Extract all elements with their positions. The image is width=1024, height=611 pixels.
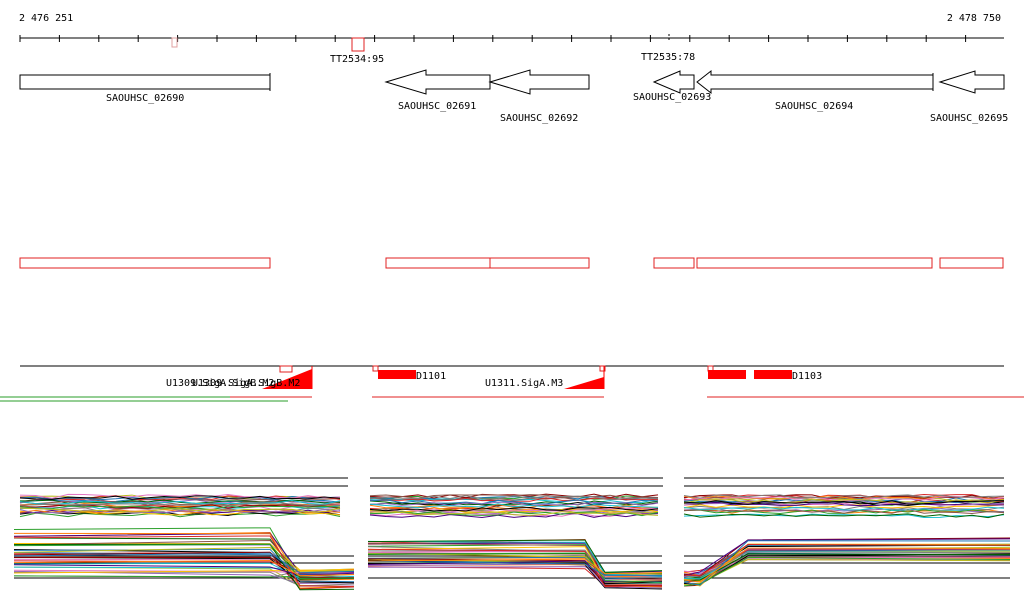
- expression-profile-line: [683, 513, 1005, 519]
- expression-profile-line: [19, 499, 341, 505]
- expression-profile-line: [683, 540, 1011, 586]
- expression-profile-panels: [13, 477, 1011, 591]
- expression-profile-line: [13, 543, 355, 579]
- gene-label: SAOUHSC_02693: [633, 92, 711, 103]
- expression-profile-line: [367, 560, 663, 576]
- unit-label-overlap: U1309.SigA.SigB.M2: [192, 378, 300, 389]
- expression-profile-line: [683, 500, 1005, 505]
- unit-marker: [599, 365, 606, 372]
- expression-profile-line: [19, 505, 341, 511]
- expression-profile-line: [683, 494, 1005, 499]
- terminator-track: TT2534:95 TT2535:78: [330, 34, 695, 65]
- gene-label: SAOUHSC_02690: [106, 93, 184, 104]
- expression-profile-line: [367, 558, 663, 575]
- gene-label: SAOUHSC_02692: [500, 113, 578, 124]
- gene-label: SAOUHSC_02691: [398, 101, 476, 112]
- ruler-marker: [171, 37, 178, 48]
- region-box[interactable]: [19, 257, 271, 269]
- expression-profile-line: [683, 506, 1005, 511]
- expression-profile-line: [683, 557, 1011, 587]
- expression-profile-line: [369, 501, 659, 507]
- expression-profile-line: [683, 509, 1005, 514]
- expression-profile-line: [367, 563, 663, 589]
- expression-profile-line: [683, 497, 1005, 503]
- terminator-label-tt2534: TT2534:95: [330, 54, 384, 65]
- unit-block[interactable]: [708, 370, 746, 379]
- unit-label-d1101: D1101: [416, 371, 446, 382]
- gene-arrow-saouhsc-02695[interactable]: [938, 70, 1005, 94]
- expression-profile-line: [369, 495, 659, 501]
- expression-profile-line: [369, 504, 659, 509]
- region-track: [19, 257, 1004, 269]
- terminator-label-tt2535: TT2535:78: [641, 52, 695, 63]
- expression-profile-line: [369, 506, 659, 512]
- unit-marker: [372, 365, 379, 372]
- unit-label-u1309: U1309.SigA.SigB.M2: [166, 378, 274, 389]
- expression-profile-line: [683, 547, 1011, 583]
- expression-profile-line: [369, 495, 659, 500]
- expression-profile-line: [13, 539, 355, 578]
- region-box[interactable]: [939, 257, 1004, 269]
- expression-profile-line: [683, 558, 1011, 574]
- gene-arrow-saouhsc-02692[interactable]: [488, 69, 590, 95]
- unit-wedge[interactable]: [564, 377, 604, 389]
- expression-profile-line: [683, 494, 1005, 499]
- expression-profile-line: [367, 539, 663, 573]
- expression-profile-line: [13, 546, 355, 572]
- expression-profile-line: [19, 493, 341, 499]
- region-box[interactable]: [653, 257, 695, 269]
- gene-arrow-saouhsc-02691[interactable]: [384, 69, 491, 95]
- unit-marker: [279, 365, 293, 373]
- gene-arrow-saouhsc-02694[interactable]: [696, 69, 934, 95]
- ruler-ticks: [19, 35, 967, 42]
- expression-profile-line: [367, 548, 663, 588]
- expression-profile-line: [19, 503, 341, 507]
- expression-profile-line: [13, 559, 355, 577]
- expression-profile-line: [19, 512, 341, 518]
- expression-profile-line: [683, 501, 1005, 507]
- gene-arrow-saouhsc-02693[interactable]: [652, 70, 695, 94]
- expression-profile-line: [19, 495, 341, 500]
- expression-profile-line: [13, 556, 355, 579]
- gene-track: SAOUHSC_02690 SAOUHSC_02691 SAOUHSC_0269…: [19, 69, 1008, 124]
- expression-profile-line: [683, 544, 1011, 577]
- coordinate-ruler: [19, 35, 1004, 48]
- expression-profile-line: [683, 553, 1011, 581]
- end-coordinate-label: 2 478 750: [946, 13, 1001, 24]
- unit-block-d1103[interactable]: [754, 370, 792, 379]
- region-box[interactable]: [489, 257, 590, 269]
- expression-profile-line: [369, 511, 659, 516]
- expression-profile-line: [369, 507, 659, 513]
- gene-arrow-saouhsc-02690[interactable]: [19, 73, 271, 91]
- terminator-marker: [351, 37, 365, 52]
- gene-label: SAOUHSC_02694: [775, 101, 853, 112]
- region-box[interactable]: [385, 257, 491, 269]
- gene-label: SAOUHSC_02695: [930, 113, 1008, 124]
- expression-profile-line: [369, 511, 659, 517]
- expression-profile-line: [683, 538, 1011, 577]
- unit-wedge[interactable]: [262, 369, 312, 389]
- unit-block-d1101[interactable]: [378, 370, 416, 379]
- unit-label-d1103: D1103: [792, 371, 822, 382]
- expression-profile-line: [19, 509, 341, 514]
- expression-profile-line: [13, 569, 355, 574]
- expression-profile-line: [13, 564, 355, 576]
- expression-profile-line: [369, 503, 659, 509]
- expression-profile-line: [367, 552, 663, 575]
- unit-label-u1311: U1311.SigA.M3: [485, 378, 563, 389]
- transcription-unit-track: U1309.SigA.SigB.M2 U1309.SigA.SigB.M2 D1…: [0, 365, 1024, 402]
- expression-profile-line: [683, 497, 1005, 502]
- expression-profile-line: [19, 507, 341, 513]
- start-coordinate-label: 2 476 251: [19, 13, 74, 24]
- expression-profile-line: [13, 552, 355, 574]
- expression-profile-line: [683, 498, 1005, 504]
- region-box[interactable]: [696, 257, 933, 269]
